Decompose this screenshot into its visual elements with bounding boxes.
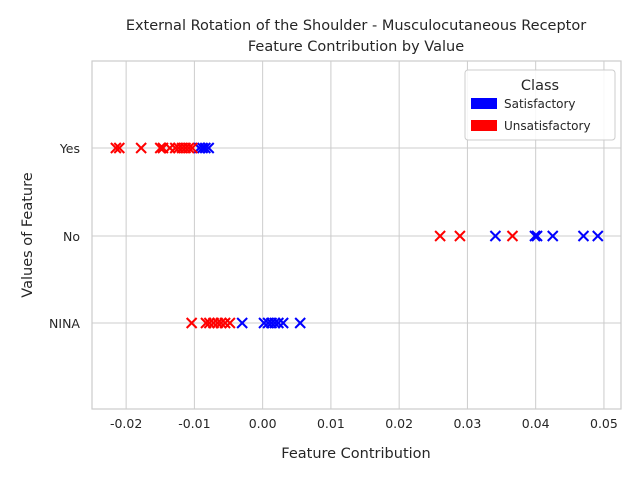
data-point-unsatisfactory [186,142,199,154]
data-point-satisfactory [529,230,541,242]
data-points [110,142,604,329]
data-point-satisfactory [272,317,285,329]
data-point-satisfactory [269,317,281,329]
data-point-unsatisfactory [215,317,227,329]
data-point-satisfactory [592,230,604,242]
data-point-satisfactory [294,317,306,329]
x-tick-label: 0.01 [317,416,345,431]
x-tick-labels: -0.02 -0.01 0.00 0.01 0.02 0.03 0.04 0.05 [110,416,618,431]
x-tick-label: 0.04 [522,416,550,431]
chart-subtitle: Feature Contribution by Value [248,39,464,55]
data-point-satisfactory [547,230,559,242]
legend: Class Satisfactory Unsatisfactory [464,69,616,141]
y-gridlines [92,147,621,324]
y-tick-label: No [63,229,80,244]
x-tick-label: -0.01 [178,416,210,431]
legend-swatch-satisfactory [471,98,497,109]
data-point-unsatisfactory [154,142,166,154]
data-point-unsatisfactory [183,142,195,154]
data-point-unsatisfactory [110,142,122,154]
x-tick-label: 0.02 [385,416,413,431]
chart-title: External Rotation of the Shoulder - Musc… [126,18,586,34]
data-point-unsatisfactory [185,317,198,329]
legend-label-unsatisfactory: Unsatisfactory [504,119,591,133]
data-point-unsatisfactory [224,317,236,329]
data-point-satisfactory [489,230,502,242]
x-axis-label: Feature Contribution [281,446,430,462]
data-point-unsatisfactory [506,230,519,242]
x-tick-label: 0.00 [249,416,277,431]
x-tick-label: 0.05 [590,416,618,431]
data-point-satisfactory [199,142,212,154]
y-tick-label: Yes [59,141,80,156]
data-point-unsatisfactory [113,142,126,154]
data-point-satisfactory [203,142,215,154]
data-point-unsatisfactory [454,230,466,242]
plot-frame [91,60,622,410]
legend-box [464,69,616,141]
data-point-satisfactory [531,230,543,242]
data-point-unsatisfactory [219,317,231,329]
data-point-unsatisfactory [135,142,147,154]
data-point-unsatisfactory [203,317,216,329]
x-tick-label: 0.03 [453,416,481,431]
data-point-satisfactory [577,230,590,242]
data-point-satisfactory [236,317,248,329]
y-tick-label: NINA [49,316,80,331]
legend-swatch-unsatisfactory [471,120,497,131]
x-tick-label: -0.02 [110,416,142,431]
y-axis-label: Values of Feature [20,172,36,297]
y-tick-labels: Yes No NINA [49,141,80,331]
legend-label-satisfactory: Satisfactory [504,97,576,111]
data-point-unsatisfactory [434,230,446,242]
legend-title: Class [521,78,559,94]
data-point-satisfactory [277,317,289,329]
